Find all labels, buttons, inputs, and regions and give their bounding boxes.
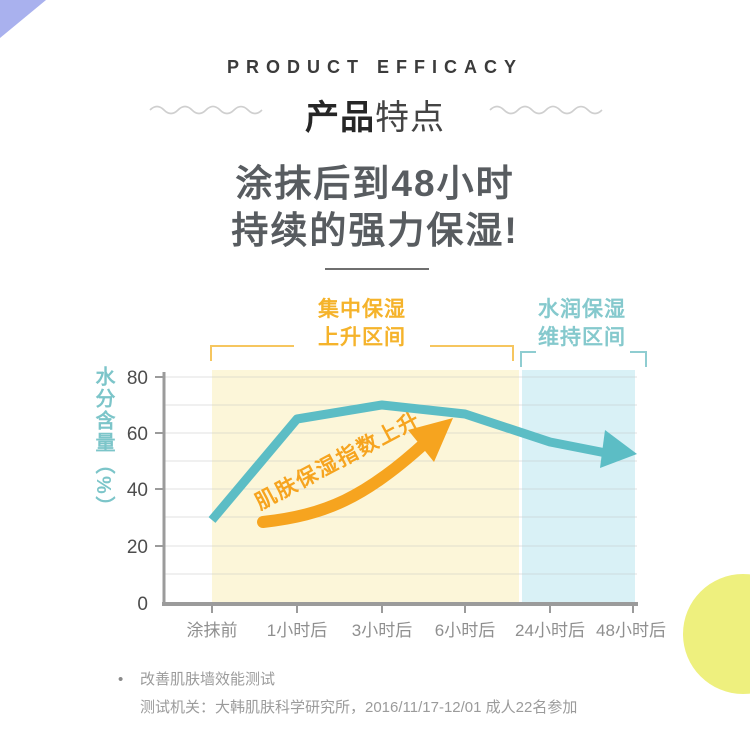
y-tick-labels: 80 60 40 20 0 — [127, 368, 148, 615]
region-rise-line2: 上升区间 — [318, 326, 406, 349]
moisture-data-line — [208, 400, 607, 523]
y-tick-40: 40 — [127, 480, 148, 501]
x-label-2: 3小时后 — [352, 621, 412, 640]
x-label-5: 48小时后 — [596, 621, 666, 640]
rising-index-arrow — [257, 418, 453, 528]
headline-divider — [325, 268, 429, 270]
y-tick-80: 80 — [127, 368, 148, 389]
y-axis-title: 水分含量（%） — [92, 366, 115, 518]
moisture-line-arrowhead — [600, 430, 637, 468]
eyebrow-title: PRODUCT EFFICACY — [227, 57, 523, 77]
footnote-bullet: • — [118, 671, 124, 688]
section-title-bold: 产品 — [305, 99, 375, 137]
x-label-4: 24小时后 — [515, 621, 585, 640]
y-tick-0: 0 — [137, 594, 148, 615]
headline-line1: 涂抹后到48小时 — [235, 163, 515, 204]
bracket-maintain — [520, 351, 647, 367]
region-maintain-line2: 维持区间 — [538, 326, 626, 349]
section-title: 产品特点 — [0, 90, 750, 139]
section-title-light: 特点 — [375, 99, 445, 137]
footnote: • 改善肌肤墙效能测试 测试机关：大韩肌肤科学研究所，2016/11/17-12/… — [118, 666, 577, 722]
corner-accent-shape — [0, 0, 46, 38]
wavy-line-right — [489, 105, 603, 115]
region-label-rise: 集中保湿 上升区间 — [277, 296, 447, 352]
x-tick-marks — [211, 604, 634, 613]
x-label-0: 涂抹前 — [187, 621, 238, 640]
region-label-maintain: 水润保湿 维持区间 — [497, 296, 667, 352]
x-tick-labels: 涂抹前 1小时后 3小时后 6小时后 24小时后 48小时后 — [187, 621, 666, 640]
y-tick-marks — [155, 376, 164, 547]
x-label-1: 1小时后 — [267, 621, 327, 640]
y-tick-60: 60 — [127, 424, 148, 445]
footnote-line1: • 改善肌肤墙效能测试 — [118, 666, 577, 694]
y-tick-20: 20 — [127, 537, 148, 558]
x-label-3: 6小时后 — [435, 621, 495, 640]
band-maintain-region — [522, 370, 635, 604]
region-rise-line1: 集中保湿 — [318, 298, 406, 321]
bracket-rise — [210, 345, 514, 361]
footnote-line2: 测试机关：大韩肌肤科学研究所，2016/11/17-12/01 成人22名参加 — [140, 699, 578, 716]
footnote-test-name: 改善肌肤墙效能测试 — [140, 671, 276, 688]
region-maintain-line1: 水润保湿 — [538, 298, 626, 321]
headline: 涂抹后到48小时 持续的强力保湿! — [0, 160, 750, 254]
headline-line2: 持续的强力保湿! — [231, 210, 519, 251]
wavy-line-left — [149, 105, 263, 115]
